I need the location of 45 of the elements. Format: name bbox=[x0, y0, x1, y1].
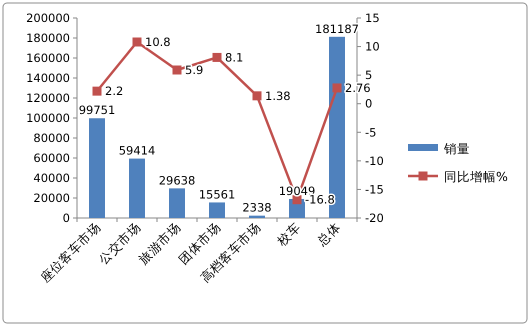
y-tick-label: 0 bbox=[62, 211, 70, 225]
data-label: 5.9 bbox=[185, 63, 204, 77]
bar bbox=[89, 118, 105, 218]
y2-tick-label: -10 bbox=[365, 154, 384, 168]
y2-tick-label: 10 bbox=[365, 40, 380, 54]
y-tick-label: 80000 bbox=[33, 131, 70, 145]
data-label: 181187 bbox=[315, 22, 359, 36]
y2-tick-label: 0 bbox=[365, 96, 372, 111]
y-tick-label: 60000 bbox=[33, 151, 70, 165]
data-label: 15561 bbox=[198, 187, 236, 202]
data-label: 2338 bbox=[242, 200, 272, 215]
data-label: 10.8 bbox=[145, 35, 171, 49]
point bbox=[92, 86, 102, 96]
data-label: 29638 bbox=[158, 173, 196, 188]
y2-tick-label: -5 bbox=[365, 125, 376, 140]
point bbox=[212, 52, 222, 62]
y-tick-label: 100000 bbox=[26, 111, 70, 125]
y2-tick-label: -15 bbox=[365, 182, 384, 196]
legend-label: 销量 bbox=[443, 141, 470, 156]
y2-tick-label: -20 bbox=[365, 211, 384, 225]
y2-tick-label: 15 bbox=[365, 11, 380, 25]
data-label: 2.2 bbox=[105, 84, 124, 98]
y-tick-label: 200000 bbox=[26, 11, 70, 25]
y-tick-label: 180000 bbox=[26, 31, 70, 45]
data-label: 59414 bbox=[118, 144, 156, 158]
data-label: 99751 bbox=[78, 103, 116, 118]
bar bbox=[169, 188, 185, 218]
bar bbox=[209, 202, 225, 218]
y-tick-label: 140000 bbox=[26, 71, 70, 85]
y-tick-label: 120000 bbox=[26, 91, 70, 105]
point bbox=[252, 91, 262, 100]
y-tick-label: 20000 bbox=[33, 191, 70, 205]
point bbox=[332, 83, 342, 92]
y-tick-label: 40000 bbox=[33, 171, 70, 185]
bar bbox=[129, 158, 145, 218]
data-label: 2.76 bbox=[345, 80, 371, 95]
data-label: 1.38 bbox=[265, 88, 291, 103]
x-tick-label: 总体 bbox=[313, 220, 344, 250]
legend-label: 同比增幅% bbox=[444, 169, 508, 184]
y-tick-label: 160000 bbox=[26, 51, 70, 65]
point bbox=[132, 38, 142, 46]
point bbox=[172, 66, 182, 74]
data-label: 8.1 bbox=[225, 50, 244, 64]
x-tick-label: 校车 bbox=[273, 220, 304, 250]
y2-tick-label: 5 bbox=[365, 68, 372, 82]
